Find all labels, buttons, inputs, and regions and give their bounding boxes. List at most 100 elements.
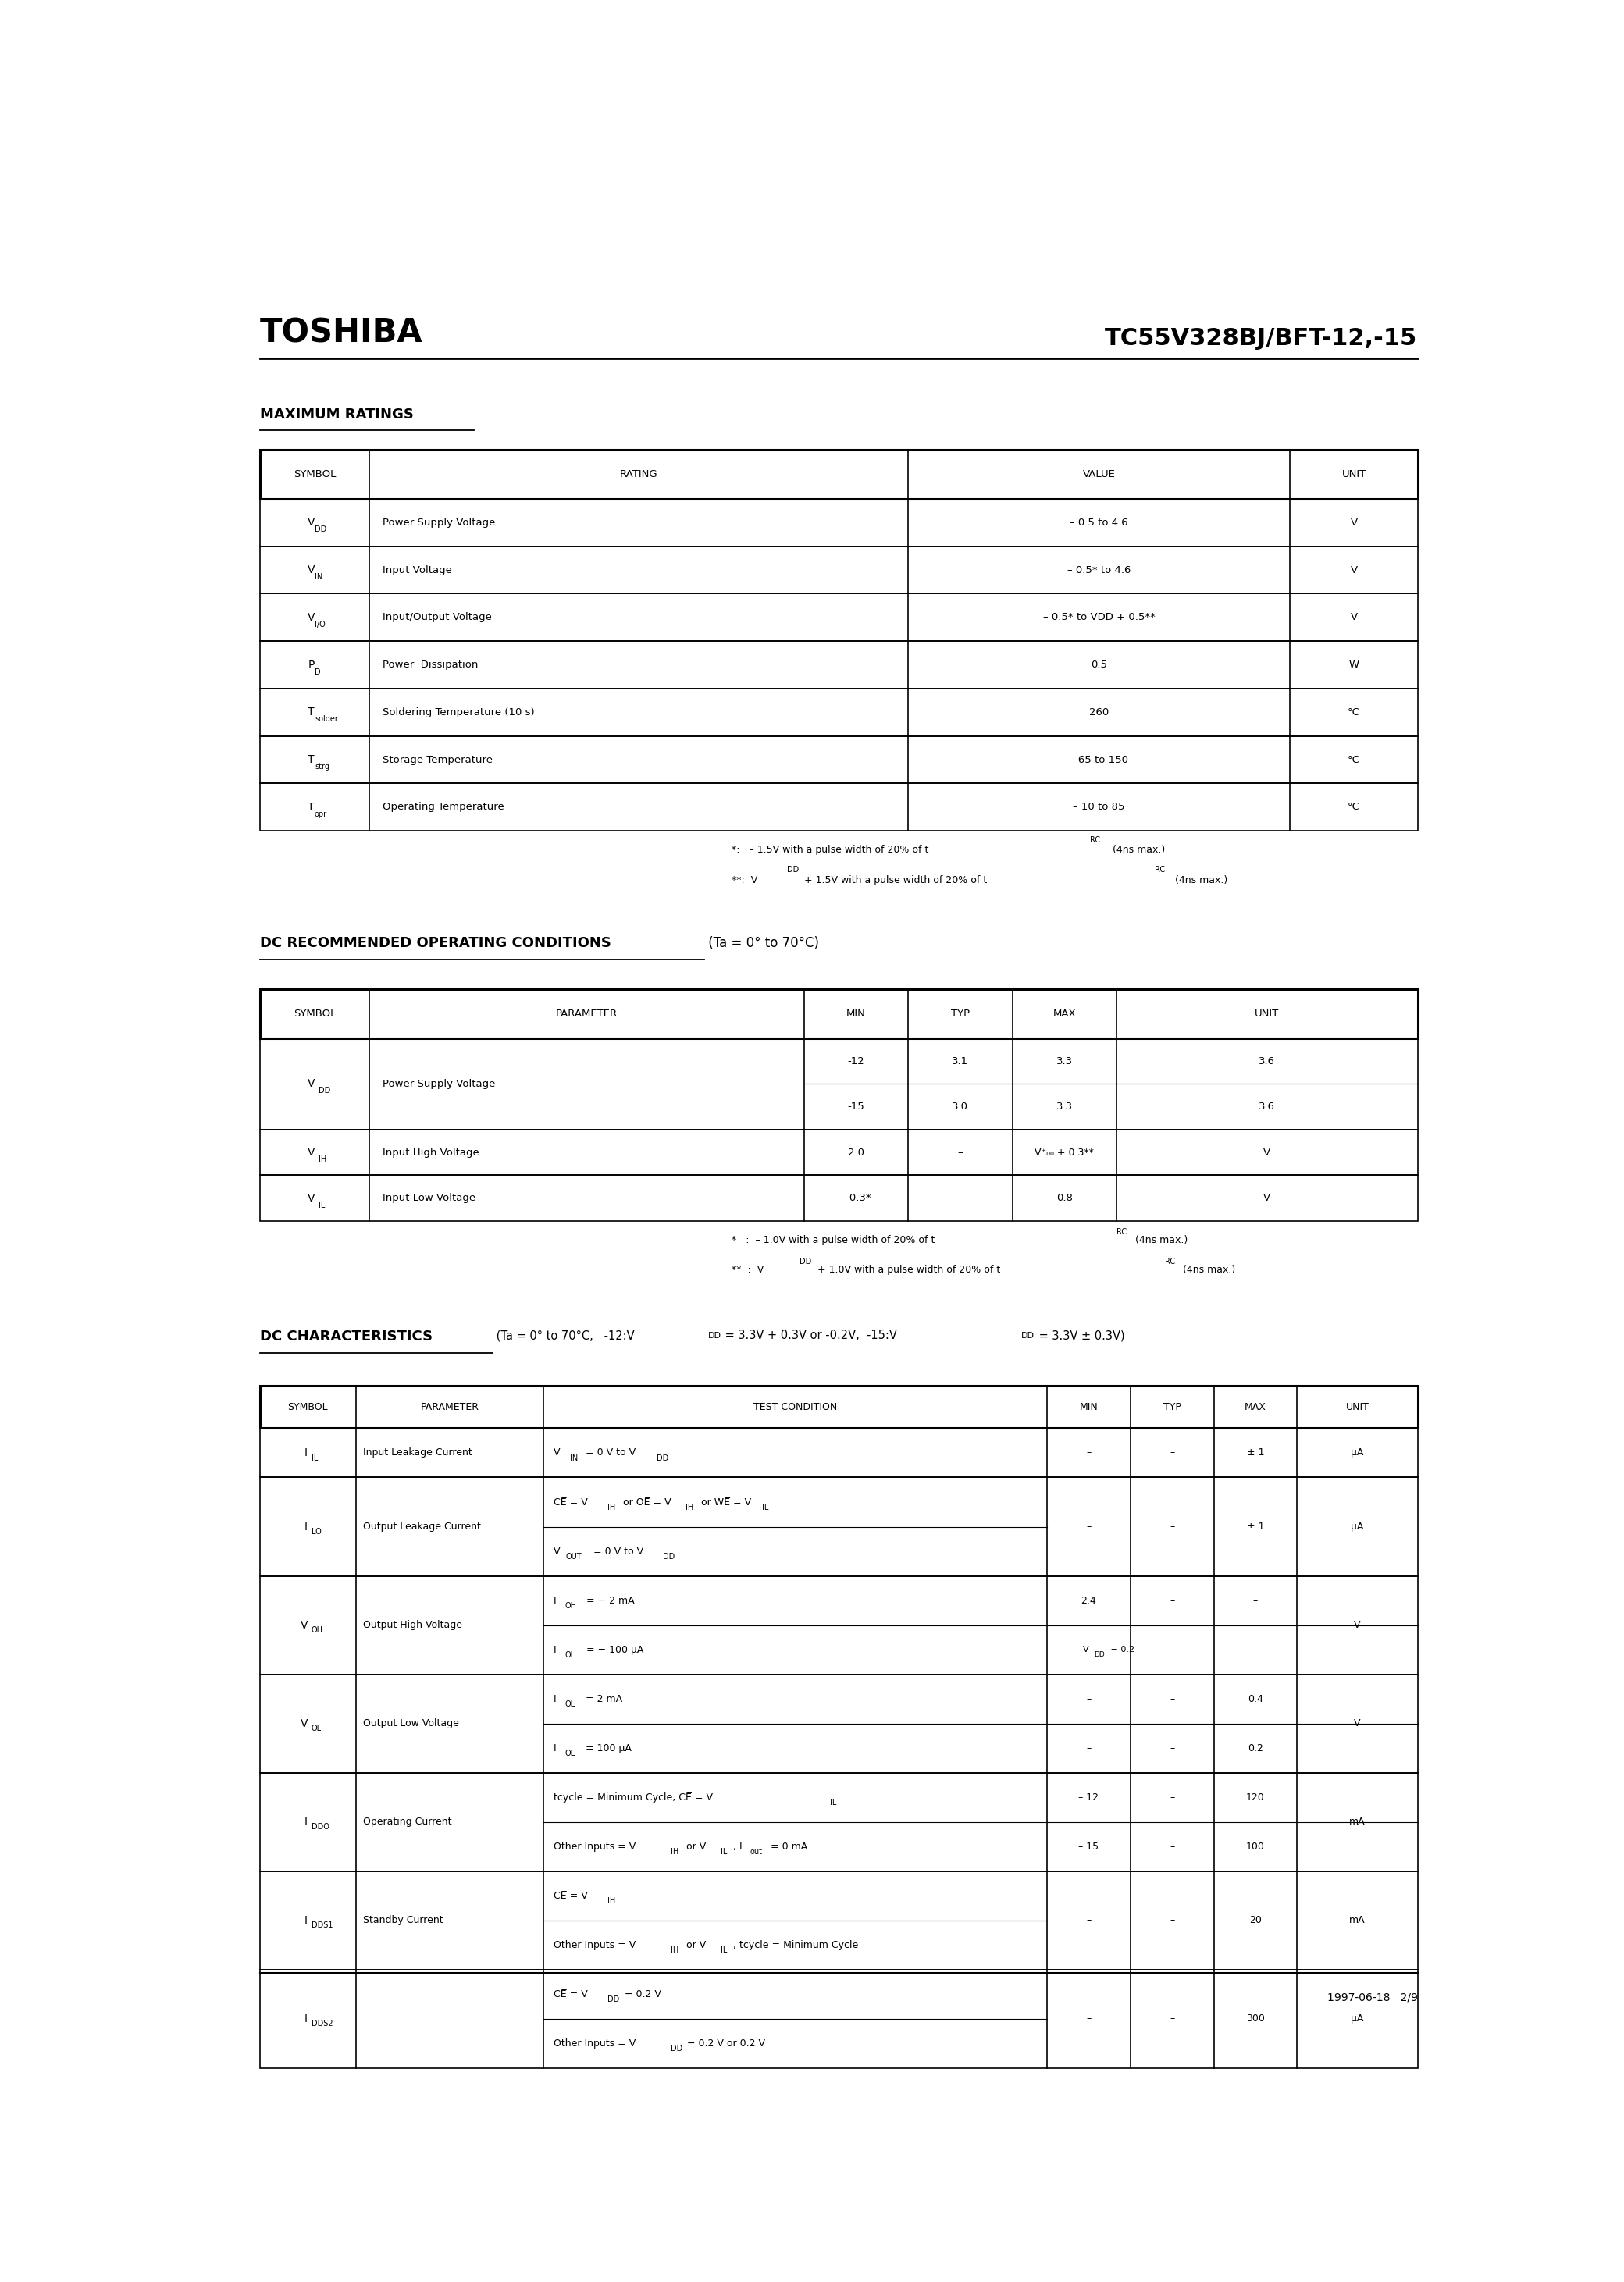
Text: –: – [1254,1645,1259,1654]
Text: − 0.2 V: − 0.2 V [622,1990,661,1999]
Text: Input High Voltage: Input High Voltage [382,1148,479,1157]
Text: *:   – 1.5V with a pulse width of 20% of t: *: – 1.5V with a pulse width of 20% of t [731,844,929,856]
Text: MAXIMUM RATINGS: MAXIMUM RATINGS [260,408,414,422]
Bar [260,1871,1418,1969]
Text: = 2 mA: = 2 mA [583,1693,622,1705]
Text: PARAMETER: PARAMETER [555,1009,617,1018]
Text: I: I [305,1522,307,1531]
Text: OH: OH [565,1652,577,1659]
Text: or OE̅ = V: or OE̅ = V [620,1497,671,1506]
Text: IH: IH [671,1848,679,1855]
Text: RC: RC [1090,835,1101,844]
Text: DD: DD [1093,1652,1104,1659]
Text: IH: IH [685,1504,693,1511]
Text: T: T [309,707,315,719]
Text: – 15: – 15 [1078,1842,1099,1851]
Text: OL: OL [565,1750,575,1757]
Text: − 0.2 V or 0.2 V: − 0.2 V or 0.2 V [684,2038,765,2049]
Text: Output High Voltage: Output High Voltage [364,1620,463,1629]
Text: OL: OL [565,1700,575,1707]
Text: – 12: – 12 [1078,1791,1099,1803]
Text: –: – [1169,1645,1174,1654]
Text: 3.1: 3.1 [952,1057,968,1066]
Text: I: I [554,1743,557,1753]
Text: or WE̅ = V: or WE̅ = V [698,1497,752,1506]
Text: Input Leakage Current: Input Leakage Current [364,1447,473,1458]
Text: (4ns max.): (4ns max.) [1109,844,1164,856]
Text: = 0 V to V: = 0 V to V [590,1547,643,1556]
Text: Other Inputs = V: Other Inputs = V [554,2038,635,2049]
Text: Output Low Voltage: Output Low Voltage [364,1718,460,1727]
Text: – 0.5* to VDD + 0.5**: – 0.5* to VDD + 0.5** [1043,612,1155,623]
Text: °C: °C [1348,755,1359,764]
Text: μA: μA [1351,2013,1364,2024]
Text: –: – [1086,1522,1091,1531]
Text: –: – [1169,1791,1174,1803]
Text: DD: DD [315,525,326,534]
Text: UNIT: UNIT [1346,1401,1369,1413]
Bar [260,1038,1418,1130]
Text: RC: RC [1117,1228,1127,1237]
Text: V: V [554,1447,560,1458]
Text: TEST CONDITION: TEST CONDITION [754,1401,836,1413]
Text: IN: IN [315,573,323,582]
Text: Operating Current: Operating Current [364,1816,451,1828]
Text: DD: DD [607,1994,619,2004]
Bar [260,450,1418,500]
Text: DDS2: DDS2 [312,2020,333,2029]
Text: V: V [307,1193,315,1203]
Text: V: V [554,1547,560,1556]
Text: mA: mA [1350,1816,1366,1828]
Bar [260,1175,1418,1221]
Text: –: – [1086,1693,1091,1705]
Text: T: T [309,801,315,812]
Text: (4ns max.): (4ns max.) [1173,874,1228,885]
Text: V: V [1263,1193,1270,1203]
Text: 120: 120 [1246,1791,1265,1803]
Text: MIN: MIN [1080,1401,1098,1413]
Text: MIN: MIN [846,1009,866,1018]
Text: 260: 260 [1090,707,1109,717]
Text: –: – [1086,2013,1091,2024]
Text: (4ns max.): (4ns max.) [1179,1264,1236,1276]
Text: (Ta = 0° to 70°C,   -12:V: (Ta = 0° to 70°C, -12:V [492,1330,635,1342]
Text: IL: IL [721,1848,728,1855]
Text: IL: IL [830,1798,836,1807]
Text: 0.4: 0.4 [1247,1693,1263,1705]
Text: μA: μA [1351,1522,1364,1531]
Text: 3.0: 3.0 [952,1102,968,1111]
Text: + 1.0V with a pulse width of 20% of t: + 1.0V with a pulse width of 20% of t [815,1264,1000,1276]
Text: –: – [1086,1743,1091,1753]
Text: -12: -12 [848,1057,864,1066]
Text: CE̅ = V: CE̅ = V [554,1889,588,1901]
Bar [260,737,1418,783]
Text: or V: or V [684,1940,706,1949]
Text: + 1.5V with a pulse width of 20% of t: + 1.5V with a pulse width of 20% of t [801,874,987,885]
Text: (4ns max.): (4ns max.) [1132,1235,1187,1246]
Text: IN: IN [570,1454,578,1463]
Text: = 3.3V ± 0.3V): = 3.3V ± 0.3V) [1034,1330,1124,1342]
Text: V: V [1354,1620,1361,1629]
Text: RATING: RATING [620,470,658,479]
Text: opr: opr [315,810,326,817]
Text: –: – [1169,1595,1174,1607]
Text: mA: mA [1350,1915,1366,1926]
Text: Other Inputs = V: Other Inputs = V [554,1940,635,1949]
Text: μA: μA [1351,1447,1364,1458]
Text: W: W [1350,659,1359,671]
Text: V: V [1350,518,1358,527]
Text: ± 1: ± 1 [1247,1522,1263,1531]
Text: 3.6: 3.6 [1259,1057,1275,1066]
Text: V: V [1083,1645,1088,1654]
Text: CE̅ = V: CE̅ = V [554,1497,588,1506]
Text: IH: IH [607,1896,615,1905]
Text: TOSHIBA: TOSHIBA [260,317,422,349]
Text: –: – [1169,2013,1174,2024]
Text: V: V [307,1148,315,1157]
Text: V: V [1354,1718,1361,1727]
Text: VALUE: VALUE [1083,470,1116,479]
Text: DD: DD [788,865,799,874]
Text: IL: IL [762,1504,768,1511]
Text: P: P [309,659,315,671]
Text: – 0.5* to 4.6: – 0.5* to 4.6 [1067,566,1130,575]
